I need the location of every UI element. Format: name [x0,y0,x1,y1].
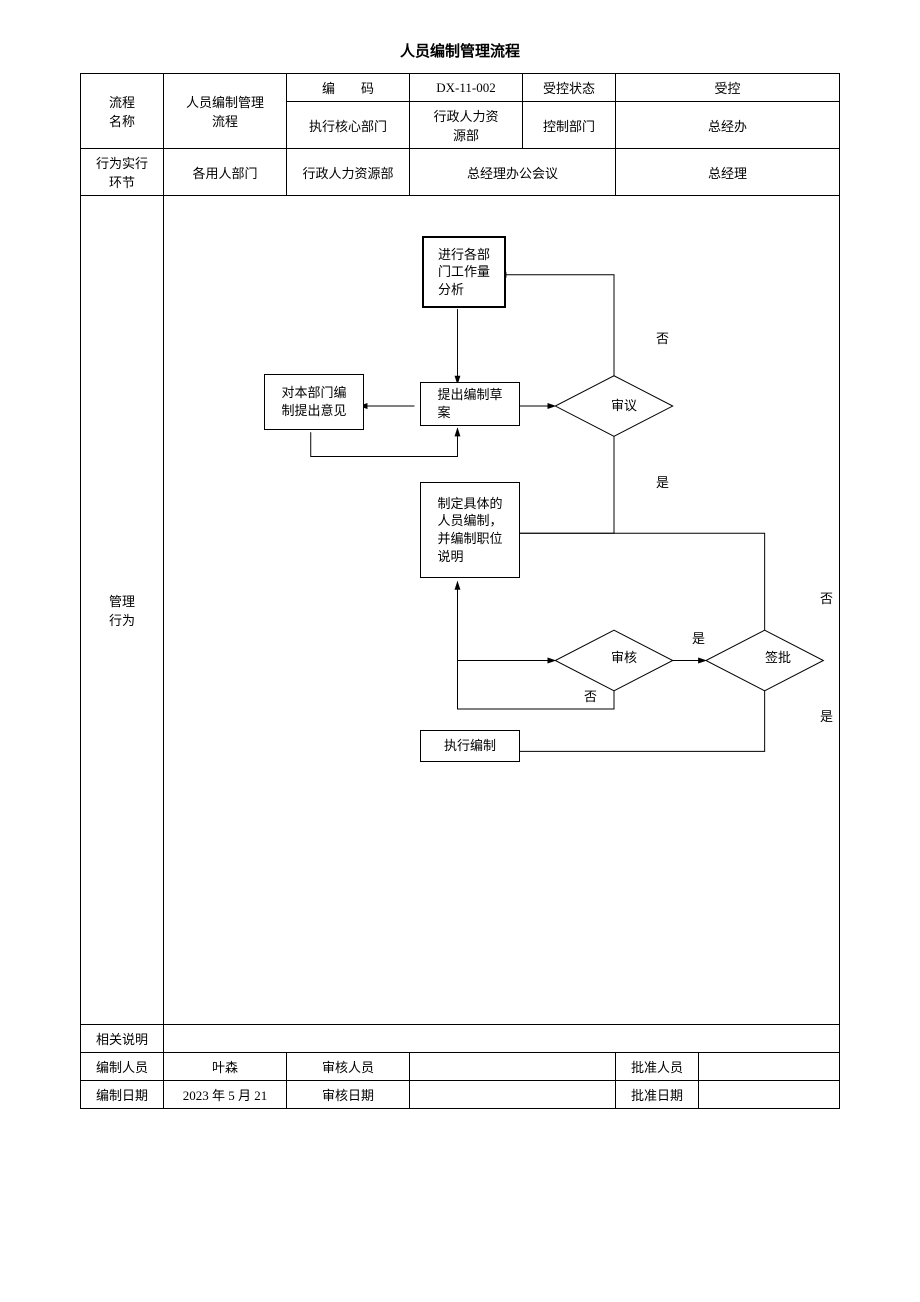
status-value: 受控 [616,74,840,102]
control-dept-value: 总经办 [616,102,840,149]
flow-edge-2 [311,428,458,456]
flow-decision-d1: 审议 [604,395,644,414]
author-date-value: 2023 年 5 月 21 [164,1081,287,1109]
flow-decision-d3: 签批 [758,647,798,666]
flow-edge-label-l_no3: 否 [820,588,833,607]
flow-edge-label-l_yes3: 是 [820,706,833,725]
flow-edge-6 [457,582,555,661]
lane-2: 行政人力资源部 [287,149,410,196]
lane-4: 总经理 [616,149,840,196]
review-date-value [410,1081,616,1109]
approve-date-value [699,1081,840,1109]
process-name-label: 流程 名称 [81,74,164,149]
author-label: 编制人员 [81,1053,164,1081]
flow-node-n4: 制定具体的 人员编制， 并编制职位 说明 [420,482,520,578]
flow-edge-label-l_yes2: 是 [692,628,705,647]
core-dept-value: 行政人力资 源部 [410,102,523,149]
author-date-label: 编制日期 [81,1081,164,1109]
related-value [164,1025,840,1053]
flow-decision-d2: 审核 [604,647,644,666]
process-name-value: 人员编制管理 流程 [164,74,287,149]
author-value: 叶森 [164,1053,287,1081]
behavior-label: 管理 行为 [81,196,164,1025]
flow-edge-label-l_no2: 否 [584,686,597,705]
status-label: 受控状态 [523,74,616,102]
control-dept-label: 控制部门 [523,102,616,149]
reviewer-value [410,1053,616,1081]
reviewer-label: 审核人员 [287,1053,410,1081]
flow-edge-4 [499,275,614,376]
lane-row-label: 行为实行 环节 [81,149,164,196]
process-table: 流程 名称 人员编制管理 流程 编 码 DX-11-002 受控状态 受控 执行… [80,73,840,1109]
flow-edge-11 [512,691,764,752]
approve-date-label: 批准日期 [616,1081,699,1109]
related-label: 相关说明 [81,1025,164,1053]
flow-edge-label-l_no1: 否 [656,328,669,347]
approver-label: 批准人员 [616,1053,699,1081]
flowchart-canvas: 进行各部 门工作量 分析对本部门编 制提出意见 提出编制草 案制定具体的 人员编制… [164,196,840,1025]
core-dept-label: 执行核心部门 [287,102,410,149]
approver-value [699,1053,840,1081]
flow-edge-10 [512,533,764,630]
page-title: 人员编制管理流程 [60,40,860,61]
review-date-label: 审核日期 [287,1081,410,1109]
lane-3: 总经理办公会议 [410,149,616,196]
flow-node-n1: 进行各部 门工作量 分析 [422,236,506,308]
flow-node-n3: 提出编制草 案 [420,382,520,426]
lane-1: 各用人部门 [164,149,287,196]
code-value: DX-11-002 [410,74,523,102]
flow-node-n2: 对本部门编 制提出意见 [264,374,364,430]
flow-edge-label-l_yes1: 是 [656,472,669,491]
code-label: 编 码 [287,74,410,102]
flow-edge-5 [512,436,614,533]
flow-node-n5: 执行编制 [420,730,520,762]
